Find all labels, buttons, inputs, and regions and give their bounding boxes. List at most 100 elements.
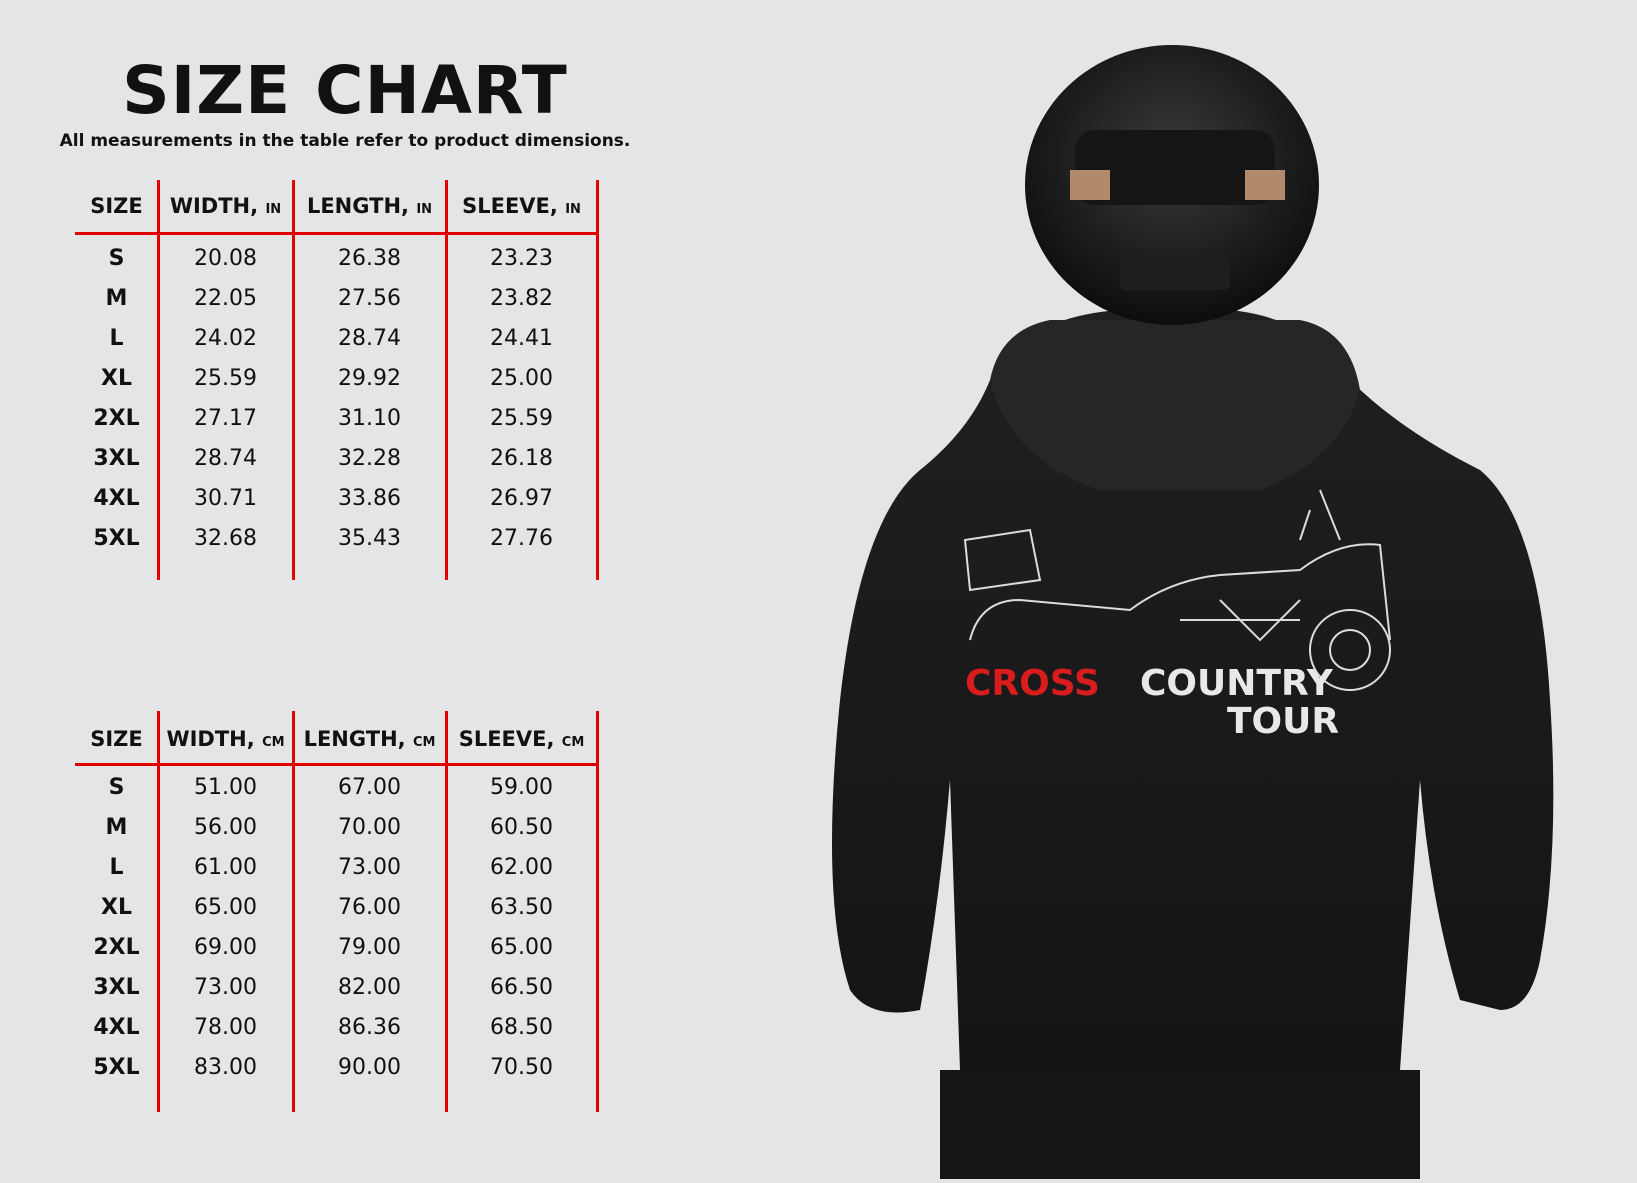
size-label: M [105,815,128,840]
column-divider [292,180,295,580]
measurement-cell: 61.00 [194,855,257,880]
column-header-unit: CM [262,735,285,750]
column-header-label: WIDTH, [169,194,259,218]
size-label: L [109,855,124,880]
column-header: WIDTH, IN [158,194,293,218]
measurement-cell: 70.50 [490,1055,553,1080]
measurement-cell: 69.00 [194,935,257,960]
size-label: L [109,326,124,351]
column-header: SIZE [75,727,158,751]
measurement-cell: 35.43 [338,526,401,551]
measurement-cell: 70.00 [338,815,401,840]
measurement-cell: 83.00 [194,1055,257,1080]
column-divider [157,180,160,580]
measurement-cell: 79.00 [338,935,401,960]
column-header: WIDTH, CM [158,727,293,751]
measurement-cell: 76.00 [338,895,401,920]
size-table-centimeters: SIZE WIDTH, CM LENGTH, CM SLEEVE, CM S 51.00 6… [75,711,599,1112]
measurement-cell: 23.82 [490,286,553,311]
column-divider [596,180,599,580]
column-divider [157,711,160,1112]
graphic-text-country: COUNTRY [1140,663,1334,704]
column-header: SLEEVE, CM [446,727,597,751]
measurement-cell: 30.71 [194,486,257,511]
measurement-cell: 28.74 [194,446,257,471]
hood-shape [990,320,1360,490]
measurement-cell: 65.00 [490,935,553,960]
size-label: 3XL [93,446,140,471]
measurement-cell: 28.74 [338,326,401,351]
pants-shape [940,1070,1420,1179]
measurement-cell: 78.00 [194,1015,257,1040]
graphic-text-tour: TOUR [1227,701,1339,742]
size-label: 5XL [93,1055,140,1080]
column-header-unit: CM [412,735,436,750]
measurement-cell: 27.76 [490,526,553,551]
column-header: SLEEVE, IN [446,194,597,218]
column-header-label: SIZE [90,194,143,218]
measurement-cell: 33.86 [338,486,401,511]
column-header-unit: CM [561,735,585,750]
column-header: LENGTH, CM [293,727,446,751]
size-label: 5XL [93,526,140,551]
measurement-cell: 82.00 [338,975,401,1000]
measurement-cell: 26.38 [338,246,401,271]
motorcycle-outline-graphic [963,489,1391,691]
size-label: 3XL [93,975,140,1000]
measurement-cell: 62.00 [490,855,553,880]
column-header-label: SLEEVE, [462,194,558,218]
measurement-cell: 73.00 [338,855,401,880]
measurement-cell: 73.00 [194,975,257,1000]
measurement-cell: 68.50 [490,1015,553,1040]
size-label: 4XL [93,486,140,511]
measurement-cell: 22.05 [194,286,257,311]
column-divider [445,180,448,580]
size-table-inches: SIZE WIDTH, IN LENGTH, IN SLEEVE, IN S 20.08 2… [75,180,599,580]
graphic-text-cross: CROSS [965,663,1100,704]
measurement-cell: 27.56 [338,286,401,311]
size-label: 2XL [93,935,140,960]
size-label: XL [101,895,132,920]
size-label: S [108,246,125,271]
size-label: M [105,286,128,311]
measurement-cell: 26.97 [490,486,553,511]
column-header-unit: IN [416,202,433,217]
column-header-label: WIDTH, [166,727,255,751]
model-photo: CROSS COUNTRY TOUR [700,0,1637,1179]
header-divider [75,232,597,235]
measurement-cell: 24.41 [490,326,553,351]
column-divider [292,711,295,1112]
size-label: S [108,775,125,800]
column-header-label: SLEEVE, [458,727,555,751]
page-title: SIZE CHART [122,52,568,129]
column-divider [445,711,448,1112]
size-label: XL [101,366,132,391]
measurement-cell: 63.50 [490,895,553,920]
measurement-cell: 23.23 [490,246,553,271]
measurement-cell: 31.10 [338,406,401,431]
measurement-cell: 90.00 [338,1055,401,1080]
measurement-cell: 59.00 [490,775,553,800]
measurement-cell: 56.00 [194,815,257,840]
measurement-cell: 67.00 [338,775,401,800]
measurement-cell: 27.17 [194,406,257,431]
measurement-cell: 32.68 [194,526,257,551]
measurement-cell: 66.50 [490,975,553,1000]
measurement-cell: 26.18 [490,446,553,471]
column-header: SIZE [75,194,158,218]
size-label: 4XL [93,1015,140,1040]
measurement-cell: 32.28 [338,446,401,471]
hoodie-shape [832,308,1554,1070]
size-label: 2XL [93,406,140,431]
column-header-unit: IN [565,202,581,217]
page-subtitle: All measurements in the table refer to p… [59,131,631,151]
column-header-label: LENGTH, [306,194,409,218]
measurement-cell: 20.08 [194,246,257,271]
measurement-cell: 24.02 [194,326,257,351]
column-divider [596,711,599,1112]
measurement-cell: 86.36 [338,1015,401,1040]
measurement-cell: 29.92 [338,366,401,391]
measurement-cell: 25.59 [490,406,553,431]
column-header: LENGTH, IN [293,194,446,218]
header-divider [75,763,597,766]
